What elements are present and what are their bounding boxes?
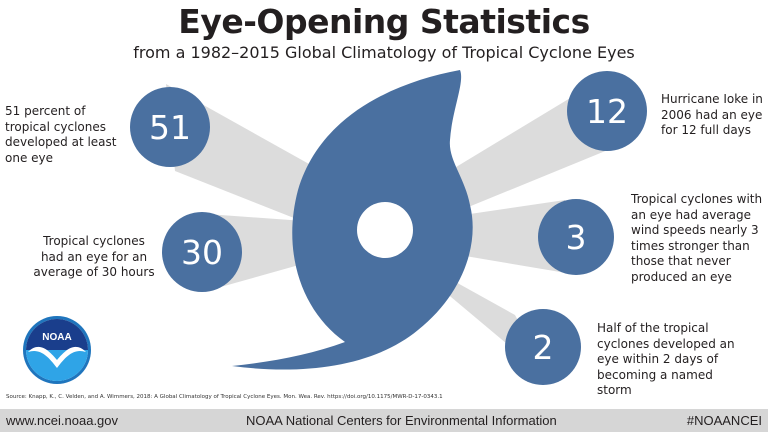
fact-2: Half of the tropical cyclones developed … [597, 321, 735, 397]
footer-hashtag: #NOAANCEI [686, 413, 762, 428]
stat-circle-3: 3 [538, 199, 614, 275]
stat-number: 51 [149, 108, 191, 147]
fact-30: Tropical cyclones had an eye for an aver… [33, 234, 155, 279]
fact-3: Tropical cyclones with an eye had averag… [631, 192, 763, 284]
fact-12: Hurricane Ioke in 2006 had an eye for 12… [661, 92, 763, 137]
stat-number: 3 [566, 218, 587, 257]
hurricane-symbol-icon [232, 70, 473, 370]
source-citation: Source: Knapp, K., C. Velden, and A. Wim… [6, 394, 443, 400]
footer-center-name: NOAA National Centers for Environmental … [246, 413, 557, 428]
stat-circle-51: 51 [130, 87, 210, 167]
footer-website-link[interactable]: www.ncei.noaa.gov [6, 413, 119, 428]
footer-bar: www.ncei.noaa.gov NOAA National Centers … [0, 409, 768, 432]
stat-circle-30: 30 [162, 212, 242, 292]
logo-label: NOAA [42, 332, 71, 343]
noaa-logo: NOAA [23, 316, 91, 384]
stat-number: 30 [181, 233, 223, 272]
stat-circle-2: 2 [505, 309, 581, 385]
fact-51: 51 percent of tropical cyclones develope… [5, 104, 117, 165]
stat-number: 2 [533, 328, 554, 367]
page-title: Eye-Opening Statistics [178, 2, 590, 41]
stat-number: 12 [586, 92, 628, 131]
page-subtitle: from a 1982–2015 Global Climatology of T… [133, 43, 635, 62]
stat-circle-12: 12 [567, 71, 647, 151]
hurricane-eye-icon [357, 202, 413, 258]
